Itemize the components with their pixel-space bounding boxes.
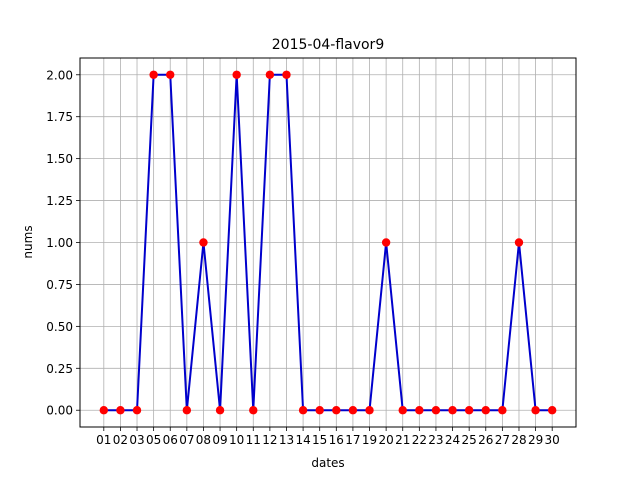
marker-layer xyxy=(99,70,557,415)
data-point xyxy=(265,70,275,79)
data-point xyxy=(464,406,474,415)
x-tick-label: 27 xyxy=(495,433,510,447)
x-tick-label: 01 xyxy=(96,433,111,447)
x-tick-label: 30 xyxy=(545,433,560,447)
data-point xyxy=(398,406,407,415)
grid xyxy=(80,58,576,427)
y-tick-label: 0.00 xyxy=(46,404,73,418)
x-tick-label: 25 xyxy=(462,433,477,447)
x-tick-label: 12 xyxy=(262,433,277,447)
data-point xyxy=(481,406,490,415)
data-point xyxy=(365,406,374,415)
x-tick-label: 26 xyxy=(478,433,493,447)
data-point xyxy=(182,406,192,415)
data-point xyxy=(448,406,457,415)
y-tick-label: 1.00 xyxy=(46,236,73,250)
data-point xyxy=(132,406,142,415)
data-point xyxy=(415,406,424,415)
data-point xyxy=(166,70,175,79)
data-point xyxy=(149,70,158,79)
x-tick-label: 05 xyxy=(146,433,161,447)
y-tick-label: 0.25 xyxy=(46,362,73,376)
x-tick-label: 22 xyxy=(412,433,427,447)
data-point xyxy=(282,70,291,79)
x-tick-label: 14 xyxy=(295,433,310,447)
chart-title: 2015-04-flavor9 xyxy=(272,37,384,53)
data-point xyxy=(348,406,358,415)
data-point xyxy=(332,406,341,415)
x-tick-label: 02 xyxy=(113,433,128,447)
y-tick-label: 1.25 xyxy=(46,194,73,208)
data-point xyxy=(199,238,208,247)
data-point xyxy=(431,406,441,415)
x-axis-ticks: 01 02 03 05 06 07 08 09 10 11 12 13 14 15 16 17 19 20 21 22… xyxy=(96,427,560,447)
x-tick-label: 09 xyxy=(212,433,227,447)
x-tick-label: 15 xyxy=(312,433,327,447)
series-line xyxy=(103,73,553,412)
y-tick-label: 1.50 xyxy=(46,152,73,166)
data-point xyxy=(232,70,241,79)
data-point xyxy=(514,238,524,247)
y-tick-label: 2.00 xyxy=(46,68,73,82)
x-tick-label: 17 xyxy=(345,433,360,447)
x-tick-label: 06 xyxy=(163,433,178,447)
x-axis-label: dates xyxy=(311,456,344,470)
data-point xyxy=(315,406,324,415)
y-tick-label: 1.75 xyxy=(46,110,73,124)
data-point xyxy=(381,238,391,247)
x-tick-label: 11 xyxy=(246,433,261,447)
x-tick-label: 20 xyxy=(378,433,393,447)
y-tick-label: 0.50 xyxy=(46,320,73,334)
x-tick-label: 24 xyxy=(445,433,460,447)
x-tick-label: 28 xyxy=(511,433,526,447)
x-tick-label: 16 xyxy=(329,433,344,447)
data-point xyxy=(531,406,540,415)
data-point xyxy=(99,406,109,415)
series-line-layer xyxy=(103,73,553,412)
data-point xyxy=(116,406,125,415)
x-tick-label: 03 xyxy=(129,433,144,447)
x-tick-label: 07 xyxy=(179,433,194,447)
x-tick-label: 23 xyxy=(428,433,443,447)
x-tick-label: 19 xyxy=(362,433,377,447)
data-point xyxy=(498,406,507,415)
x-tick-label: 08 xyxy=(196,433,211,447)
data-point xyxy=(547,406,557,415)
x-tick-label: 29 xyxy=(528,433,543,447)
x-tick-label: 21 xyxy=(395,433,410,447)
y-axis-ticks: 0.00 0.25 0.50 0.75 1.00 1.25 1.50 1.75 2.00 xyxy=(46,68,80,418)
y-tick-label: 0.75 xyxy=(46,278,73,292)
data-point xyxy=(298,406,308,415)
x-tick-label: 13 xyxy=(279,433,294,447)
data-point xyxy=(249,406,258,415)
data-point xyxy=(215,406,225,415)
x-tick-label: 10 xyxy=(229,433,244,447)
y-axis-label: nums xyxy=(21,225,35,258)
